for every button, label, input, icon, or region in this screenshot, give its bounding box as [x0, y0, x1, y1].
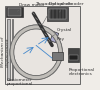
Wedge shape — [10, 25, 62, 80]
Bar — [47, 7, 68, 21]
Text: Ray: Ray — [48, 37, 65, 42]
Bar — [49, 9, 66, 19]
FancyBboxPatch shape — [5, 6, 80, 84]
Text: Draw motor: Draw motor — [17, 3, 45, 11]
Text: Optical encoder: Optical encoder — [49, 2, 84, 12]
Bar — [52, 52, 63, 60]
Text: Threaded spindle: Threaded spindle — [35, 2, 73, 25]
Text: Crystal: Crystal — [53, 28, 72, 36]
Bar — [8, 8, 21, 16]
Bar — [7, 19, 10, 80]
Bar — [6, 7, 23, 17]
Bar — [50, 31, 59, 43]
FancyBboxPatch shape — [68, 48, 79, 62]
Bar — [12, 19, 13, 80]
Text: Proportional
electronics: Proportional electronics — [69, 68, 95, 76]
Text: Goniometer
proportional: Goniometer proportional — [6, 78, 33, 86]
Bar — [69, 55, 78, 60]
Text: Mechanism of
displacement: Mechanism of displacement — [1, 37, 10, 67]
